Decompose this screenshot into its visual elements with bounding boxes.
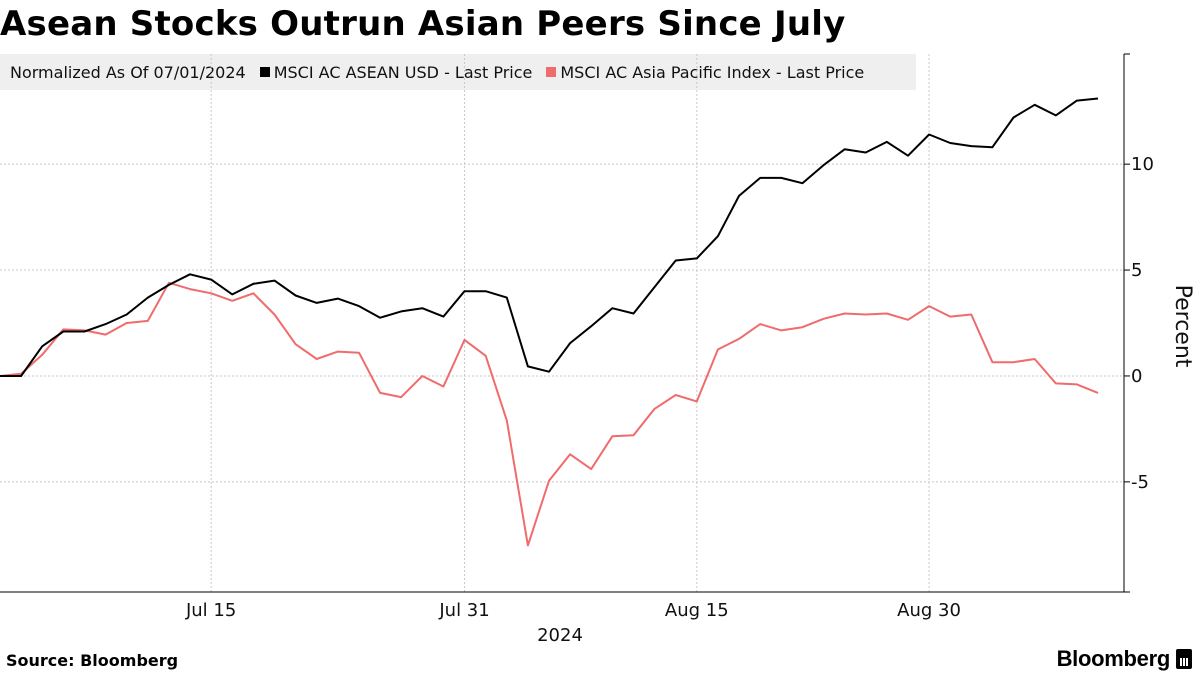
legend-swatch-asean xyxy=(259,67,270,77)
chart-title: Asean Stocks Outrun Asian Peers Since Ju… xyxy=(0,4,846,44)
legend-item-asean: MSCI AC ASEAN USD - Last Price xyxy=(259,62,533,82)
x-tick-label: Aug 15 xyxy=(665,600,729,621)
legend-label-asia-pacific: MSCI AC Asia Pacific Index - Last Price xyxy=(560,62,865,82)
y-tick-label: 10 xyxy=(1131,154,1154,175)
x-axis-title: 2024 xyxy=(537,625,583,646)
x-tick-label: Jul 15 xyxy=(185,600,236,621)
legend-note-label: Normalized As Of 07/01/2024 xyxy=(10,62,246,82)
y-axis-title: Percent xyxy=(1170,285,1195,368)
y-axis: -5 0 5 10 xyxy=(0,53,1154,593)
grid-lines xyxy=(0,54,1124,592)
series-lines xyxy=(0,97,1099,547)
series-line-asean xyxy=(0,97,1099,377)
bloomberg-logo: Bloomberg xyxy=(1057,646,1192,672)
series-line-asia-pacific xyxy=(0,281,1099,547)
legend-note: Normalized As Of 07/01/2024 xyxy=(10,63,246,82)
legend-label-asean: MSCI AC ASEAN USD - Last Price xyxy=(273,62,533,82)
x-tick-label: Aug 30 xyxy=(897,600,961,621)
legend-swatch-asia-pacific xyxy=(546,67,557,77)
y-tick-label: 0 xyxy=(1131,366,1142,387)
legend-item-asia-pacific: MSCI AC Asia Pacific Index - Last Price xyxy=(546,63,864,82)
bloomberg-mark-icon xyxy=(1176,649,1192,669)
x-tick-label: Jul 31 xyxy=(438,600,489,621)
y-tick-label: -5 xyxy=(1131,472,1149,493)
legend: Normalized As Of 07/01/2024 MSCI AC ASEA… xyxy=(0,54,916,90)
brand-label: Bloomberg xyxy=(1056,646,1171,671)
y-tick-label: 5 xyxy=(1131,260,1142,281)
source-note: Source: Bloomberg xyxy=(6,651,179,670)
x-axis-labels: Jul 15 Jul 31 Aug 15 Aug 30 xyxy=(185,600,961,621)
